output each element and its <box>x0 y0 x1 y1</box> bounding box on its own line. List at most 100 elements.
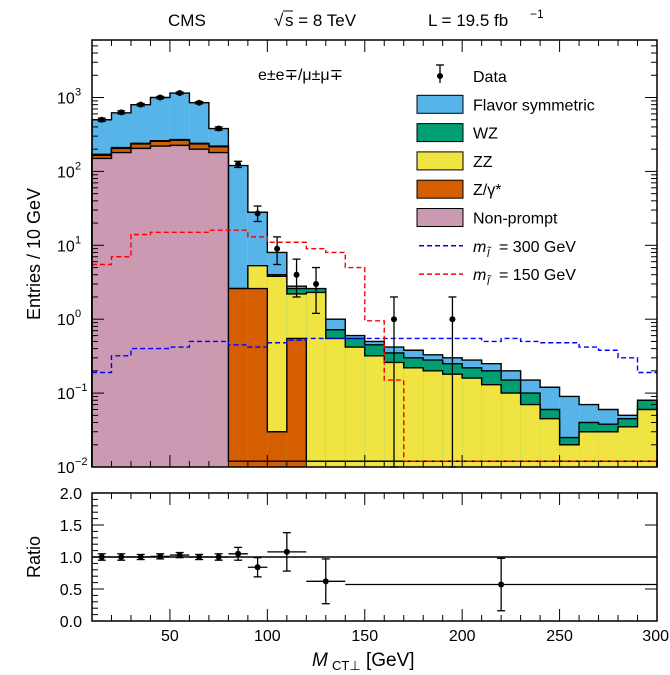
svg-text:m: m <box>473 239 486 256</box>
x-tick-label: 300 <box>642 628 669 645</box>
stack-bar-4 <box>247 288 268 467</box>
ratio-axes: 0.0 0.5 1.0 1.5 2.0 50 100 150 200 250 300 <box>60 486 669 645</box>
stack-bar-3 <box>579 431 599 467</box>
y-tick-label: 10 1 <box>57 234 81 255</box>
legend-entry: Data <box>436 64 507 86</box>
svg-text:10: 10 <box>57 312 75 329</box>
x-axis-title-sub: CT⊥ <box>332 658 361 673</box>
ratio-y-tick-label: 2.0 <box>60 486 82 503</box>
x-tick-label: 150 <box>351 628 378 645</box>
x-tick-label: 250 <box>546 628 573 645</box>
stack-bar-3 <box>345 347 365 467</box>
ratio-point <box>189 553 209 561</box>
ratio-y-tick-label: 1.0 <box>60 550 82 567</box>
main-plot-frame <box>91 39 658 468</box>
data-point <box>156 94 165 101</box>
ratio-point <box>130 553 151 561</box>
ratio-point <box>111 553 131 561</box>
svg-text:Z/γ*: Z/γ* <box>473 182 501 199</box>
ratio-y-tick-label: 1.5 <box>60 518 82 535</box>
stack-bar-3 <box>637 409 657 467</box>
y-tick-label: 10 −1 <box>57 382 88 403</box>
legend-entry: ZZ <box>416 151 493 171</box>
legend-entry: Flavor symmetric <box>416 94 595 114</box>
svg-text:10: 10 <box>57 164 75 181</box>
svg-text:Non-prompt: Non-prompt <box>473 211 558 228</box>
data-point <box>136 101 145 108</box>
legend-entry: m l̃ = 300 GeV <box>419 239 576 260</box>
stack-bar-3 <box>618 426 638 467</box>
ratio-y-tick-label: 0.5 <box>60 582 82 599</box>
svg-text:10: 10 <box>57 238 75 255</box>
svg-text:l̃: l̃ <box>487 275 492 288</box>
channel-annotation: e±e∓/μ±μ∓ <box>258 67 343 84</box>
svg-text:10: 10 <box>57 91 75 108</box>
signal-curves <box>92 229 657 462</box>
ratio-point <box>306 558 346 605</box>
energy-sqrt: √ <box>274 11 284 30</box>
svg-text:WZ: WZ <box>473 126 498 143</box>
ratio-point <box>150 553 170 560</box>
ratio-y-tick-label: 0.0 <box>60 614 82 631</box>
svg-text:m: m <box>473 267 486 284</box>
stack-bar-3 <box>520 404 541 467</box>
ratio-y-axis-title: Ratio <box>24 536 44 578</box>
stack-bar-3 <box>559 444 580 467</box>
ratio-point <box>267 532 307 572</box>
header: CMS √ s = 8 TeV L = 19.5 fb −1 <box>168 7 544 30</box>
main-x-ticks <box>110 40 658 467</box>
stack-bar-3 <box>501 393 521 467</box>
data-point <box>292 258 301 298</box>
stack-outline-1 <box>91 92 658 467</box>
signal-curve-1 <box>92 337 657 374</box>
svg-text:3: 3 <box>75 87 81 99</box>
svg-text:10: 10 <box>57 386 75 403</box>
lumi-label: L = 19.5 fb <box>428 11 508 30</box>
svg-text:ZZ: ZZ <box>473 154 493 171</box>
svg-text:Flavor symmetric: Flavor symmetric <box>473 97 595 114</box>
data-point <box>117 109 126 116</box>
stack-fills <box>91 92 658 468</box>
legend-entry: WZ <box>416 123 498 143</box>
stack-bar-5 <box>150 146 170 467</box>
signal-curve-2 <box>92 229 657 462</box>
stack-bar-3 <box>267 276 287 467</box>
data-point <box>273 236 282 266</box>
stack-bar-3 <box>598 431 619 467</box>
svg-text:Data: Data <box>473 69 507 86</box>
ratio-point <box>169 551 190 559</box>
svg-text:2: 2 <box>75 160 81 172</box>
stack-bar-3 <box>306 292 326 467</box>
svg-text:l̃: l̃ <box>487 247 492 260</box>
stack-bar-5 <box>130 148 151 467</box>
y-tick-label: 10 3 <box>57 87 81 108</box>
stack-bar-3 <box>364 355 385 467</box>
ratio-point <box>345 557 657 612</box>
x-tick-label: 200 <box>449 628 476 645</box>
x-tick-label: 50 <box>161 628 179 645</box>
svg-text:10: 10 <box>57 460 75 477</box>
stack-bar-5 <box>92 158 112 467</box>
stack-bar-3 <box>325 338 346 467</box>
ratio-point <box>208 553 229 561</box>
x-tick-label: 100 <box>254 628 281 645</box>
main-y-axis-title: Entries / 10 GeV <box>24 188 44 320</box>
ratio-point <box>247 556 268 578</box>
data-point <box>312 266 321 315</box>
data-point <box>195 99 204 106</box>
svg-text:−1: −1 <box>75 382 88 394</box>
experiment-label: CMS <box>168 11 206 30</box>
y-tick-label: 10 0 <box>57 308 81 329</box>
legend-entry: m l̃ = 150 GeV <box>419 267 576 288</box>
stack-bar-4 <box>286 338 307 467</box>
x-axis-title-unit: [GeV] <box>366 650 415 671</box>
data-point <box>97 116 106 123</box>
svg-text:−2: −2 <box>75 456 88 468</box>
x-axis-title: M CT⊥ [GeV] <box>312 650 415 673</box>
svg-text:= 150 GeV: = 150 GeV <box>499 267 576 284</box>
stack-bar-3 <box>462 378 482 467</box>
